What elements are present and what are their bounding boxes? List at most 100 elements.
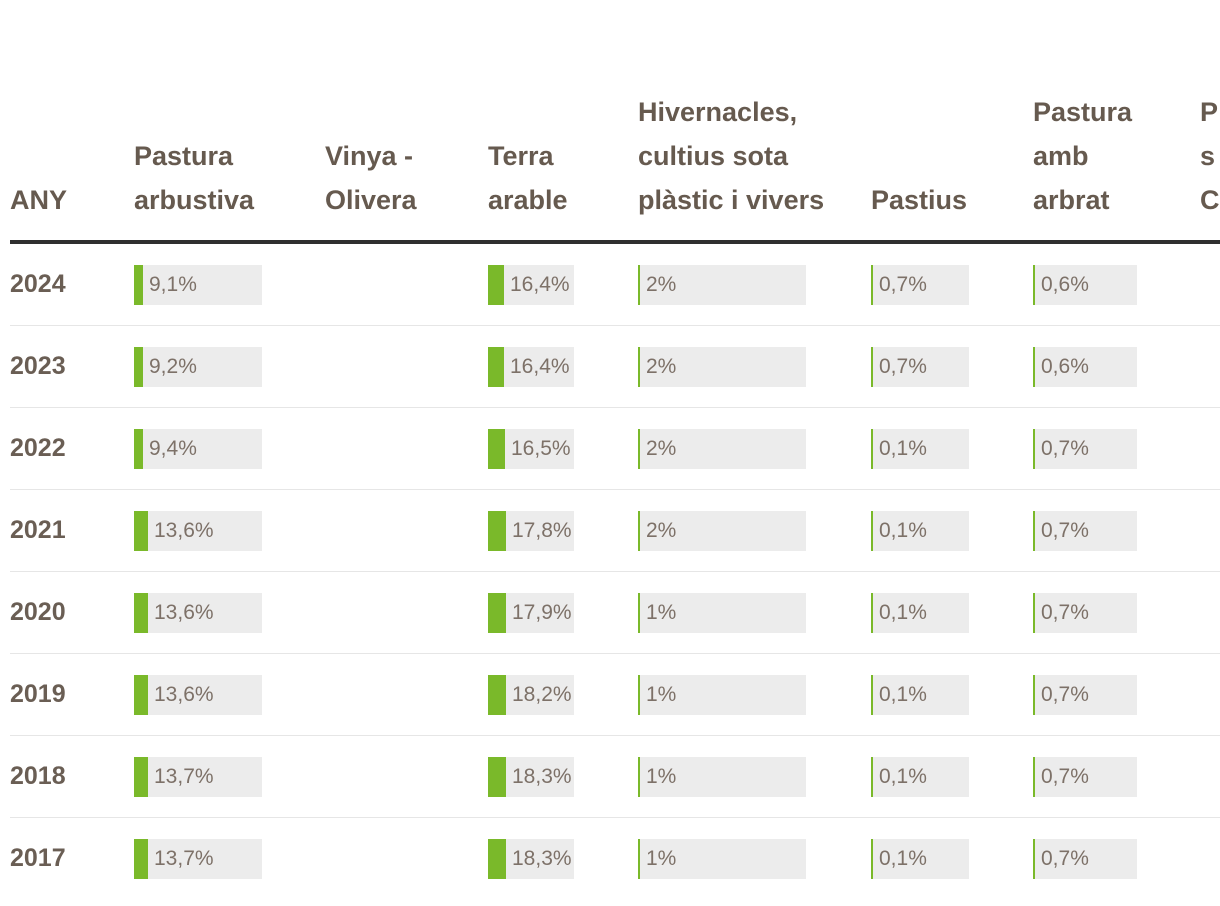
percentage-bar: 0,6% xyxy=(1033,346,1137,387)
percentage-bar: 0,7% xyxy=(1033,592,1137,633)
percentage-label: 9,1% xyxy=(149,272,197,296)
percentage-label: 0,1% xyxy=(879,600,927,624)
percentage-bar-fill xyxy=(488,264,504,305)
year-cell: 2018 xyxy=(10,735,134,818)
percentage-bar: 1% xyxy=(638,674,806,715)
percentage-bar: 9,2% xyxy=(134,346,262,387)
percentage-bar: 1% xyxy=(638,838,806,879)
cell-truncated xyxy=(1200,489,1220,572)
cell-hivernacles: 2% xyxy=(638,242,871,326)
percentage-bar: 0,1% xyxy=(871,756,969,797)
year-cell: 2022 xyxy=(10,407,134,490)
cell-vinya-olivera xyxy=(325,818,488,900)
cell-terra-arable: 18,2% xyxy=(488,653,638,736)
table-row: 2021 13,6% 17,8% 2% 0,1% 0,7% xyxy=(10,489,1220,572)
cell-pastura-arbustiva: 9,1% xyxy=(134,242,325,326)
cell-terra-arable: 18,3% xyxy=(488,735,638,818)
column-header-pastius[interactable]: Pastius xyxy=(871,0,1033,244)
percentage-bar: 17,9% xyxy=(488,592,574,633)
percentage-bar: 13,6% xyxy=(134,674,262,715)
percentage-bar: 13,6% xyxy=(134,592,262,633)
percentage-bar: 13,6% xyxy=(134,510,262,551)
percentage-bar-fill xyxy=(871,592,873,633)
cell-terra-arable: 16,4% xyxy=(488,242,638,326)
percentage-bar: 18,3% xyxy=(488,838,574,879)
cell-pastius: 0,1% xyxy=(871,489,1033,572)
percentage-bar-fill xyxy=(871,264,873,305)
percentage-bar: 1% xyxy=(638,592,806,633)
cell-pastura-amb-arbrat: 0,7% xyxy=(1033,653,1200,736)
percentage-bar-fill xyxy=(488,756,506,797)
cell-pastura-amb-arbrat: 0,7% xyxy=(1033,571,1200,654)
percentage-bar: 16,5% xyxy=(488,428,574,469)
cell-pastura-arbustiva: 9,4% xyxy=(134,407,325,490)
percentage-bar-fill xyxy=(871,674,873,715)
percentage-bar-fill xyxy=(1033,510,1035,551)
cell-pastura-amb-arbrat: 0,7% xyxy=(1033,407,1200,490)
percentage-label: 2% xyxy=(646,354,677,378)
percentage-bar-fill xyxy=(488,674,506,715)
cell-vinya-olivera xyxy=(325,325,488,408)
table-row: 2017 13,7% 18,3% 1% 0,1% 0,7% xyxy=(10,818,1220,900)
year-cell: 2019 xyxy=(10,653,134,736)
cell-hivernacles: 1% xyxy=(638,653,871,736)
cell-pastura-arbustiva: 9,2% xyxy=(134,325,325,408)
table-row: 2019 13,6% 18,2% 1% 0,1% 0,7% xyxy=(10,653,1220,736)
percentage-bar: 0,6% xyxy=(1033,264,1137,305)
cell-truncated xyxy=(1200,653,1220,736)
percentage-bar-fill xyxy=(871,756,873,797)
percentage-bar-fill xyxy=(638,592,640,633)
percentage-label: 0,7% xyxy=(1041,682,1089,706)
cell-hivernacles: 1% xyxy=(638,818,871,900)
percentage-bar: 0,1% xyxy=(871,838,969,879)
column-header-terra-arable[interactable]: Terra arable xyxy=(488,0,638,244)
cell-truncated xyxy=(1200,325,1220,408)
percentage-label: 0,7% xyxy=(879,272,927,296)
percentage-bar: 0,7% xyxy=(1033,674,1137,715)
cell-pastura-arbustiva: 13,6% xyxy=(134,571,325,654)
cell-hivernacles: 2% xyxy=(638,325,871,408)
percentage-bar-fill xyxy=(488,838,506,879)
cell-hivernacles: 1% xyxy=(638,571,871,654)
percentage-label: 1% xyxy=(646,764,677,788)
percentage-bar-fill xyxy=(871,838,873,879)
cell-vinya-olivera xyxy=(325,489,488,572)
percentage-bar: 0,7% xyxy=(1033,510,1137,551)
cell-truncated xyxy=(1200,735,1220,818)
percentage-label: 2% xyxy=(646,436,677,460)
cell-pastura-amb-arbrat: 0,7% xyxy=(1033,735,1200,818)
percentage-label: 2% xyxy=(646,518,677,542)
column-header-pastura-arbustiva[interactable]: Pastura arbustiva xyxy=(134,0,325,244)
column-header-year[interactable]: ANY xyxy=(10,0,134,244)
cell-terra-arable: 16,5% xyxy=(488,407,638,490)
percentage-label: 13,7% xyxy=(154,764,214,788)
cell-truncated xyxy=(1200,242,1220,326)
percentage-bar: 13,7% xyxy=(134,756,262,797)
cell-vinya-olivera xyxy=(325,242,488,326)
percentage-label: 1% xyxy=(646,846,677,870)
percentage-label: 17,8% xyxy=(512,518,572,542)
percentage-label: 0,1% xyxy=(879,682,927,706)
percentage-bar-fill xyxy=(638,264,640,305)
percentage-label: 13,6% xyxy=(154,518,214,542)
percentage-label: 16,4% xyxy=(510,272,570,296)
column-header-truncated[interactable]: P s C xyxy=(1200,0,1220,244)
cell-terra-arable: 16,4% xyxy=(488,325,638,408)
column-header-vinya-olivera[interactable]: Vinya - Olivera xyxy=(325,0,488,244)
column-header-hivernacles[interactable]: Hivernacles, cultius sota plàstic i vive… xyxy=(638,0,871,244)
percentage-label: 18,3% xyxy=(512,846,572,870)
percentage-label: 9,4% xyxy=(149,436,197,460)
percentage-bar-fill xyxy=(488,428,505,469)
percentage-bar: 0,1% xyxy=(871,510,969,551)
cell-pastius: 0,1% xyxy=(871,735,1033,818)
cell-pastura-arbustiva: 13,6% xyxy=(134,489,325,572)
percentage-bar: 0,1% xyxy=(871,674,969,715)
column-header-pastura-amb-arbrat[interactable]: Pastura amb arbrat xyxy=(1033,0,1200,244)
percentage-bar-fill xyxy=(871,510,873,551)
percentage-label: 0,1% xyxy=(879,846,927,870)
percentage-label: 0,1% xyxy=(879,764,927,788)
percentage-bar-fill xyxy=(871,346,873,387)
percentage-bar-fill xyxy=(488,510,506,551)
percentage-bar-fill xyxy=(638,346,640,387)
cell-hivernacles: 2% xyxy=(638,489,871,572)
